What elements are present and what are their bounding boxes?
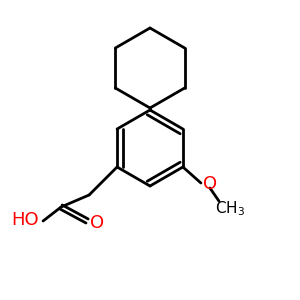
Text: O: O [203,175,217,193]
Text: HO: HO [11,211,39,229]
Text: CH$_3$: CH$_3$ [215,200,245,218]
Text: O: O [90,214,104,232]
